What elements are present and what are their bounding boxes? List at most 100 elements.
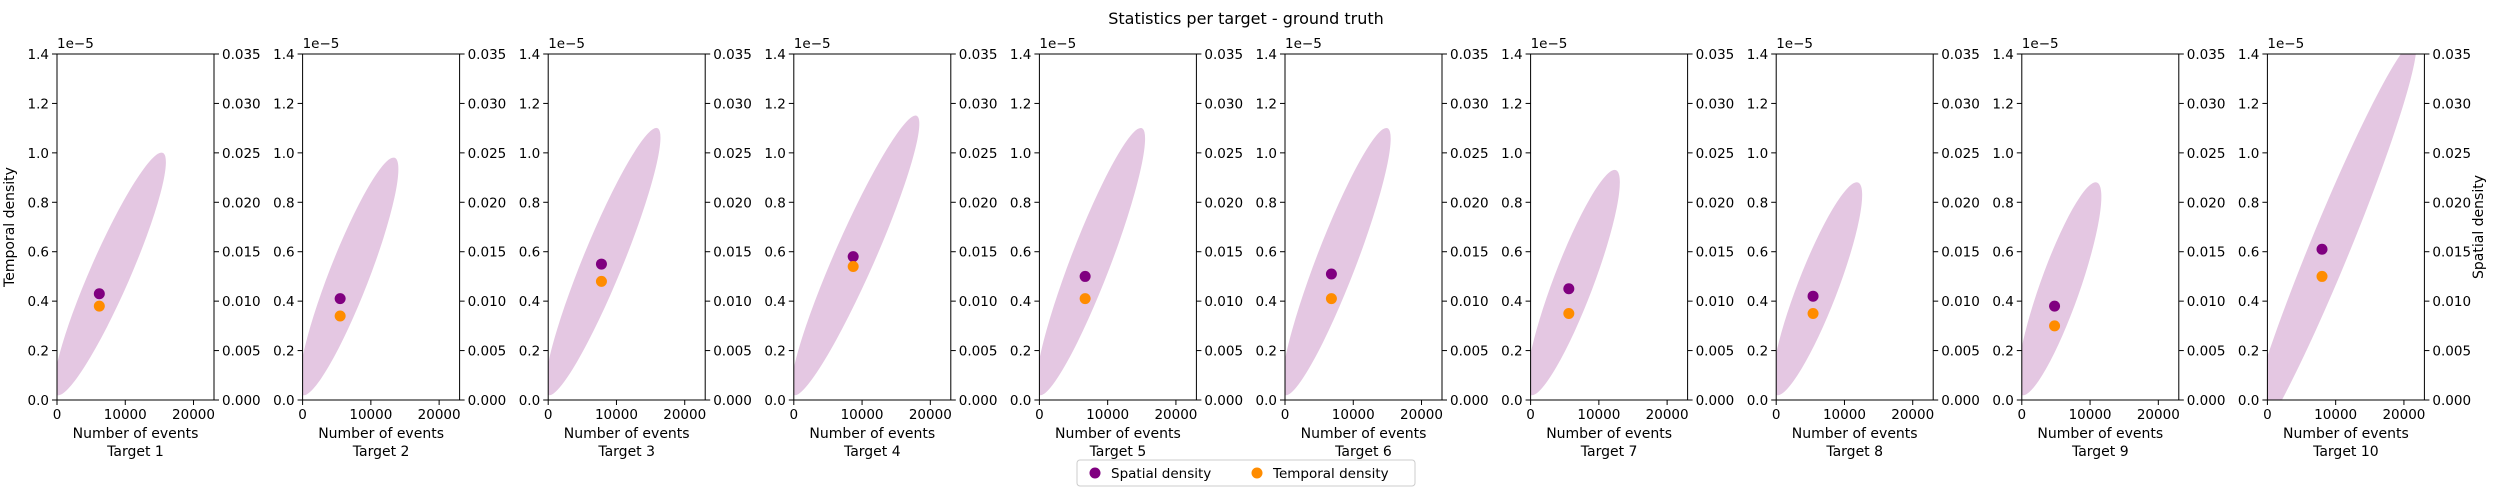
confidence-ellipse	[1776, 182, 1863, 396]
right-y-tick-label: 0.020	[2432, 195, 2471, 211]
left-y-tick-label: 0.8	[2238, 195, 2259, 211]
axes-frame	[1284, 53, 1443, 401]
temporal-density-point	[1807, 308, 1819, 319]
right-y-tick-label: 0.005	[1941, 344, 1980, 360]
right-y-tick-label: 0.025	[1696, 146, 1735, 162]
x-tick-label: 20000	[2137, 407, 2180, 423]
x-tick-label: 10000	[1086, 407, 1129, 423]
left-y-tick-label: 0.6	[1501, 245, 1522, 261]
right-y-tick-label: 0.000	[2187, 393, 2226, 409]
x-tick-label: 20000	[172, 407, 215, 423]
left-y-tick-label: 0.8	[1256, 195, 1277, 211]
x-tick-label: 10000	[595, 407, 638, 423]
right-y-tick-label: 0.010	[1204, 294, 1243, 310]
x-tick-label: 10000	[1332, 407, 1375, 423]
left-y-tick-label: 0.4	[1747, 294, 1768, 310]
x-axis-label: Number of events	[564, 426, 690, 442]
right-y-tick-label: 0.035	[468, 47, 507, 63]
x-tick-label: 10000	[1823, 407, 1866, 423]
left-y-tick-label: 0.2	[519, 344, 540, 360]
left-y-tick-label: 1.2	[28, 96, 49, 112]
right-y-tick-label: 0.020	[959, 195, 998, 211]
right-y-tick-label: 0.030	[713, 96, 752, 112]
right-y-tick-label: 0.005	[2432, 344, 2471, 360]
left-y-tick-label: 1.4	[519, 47, 540, 63]
left-y-tick-label: 0.0	[764, 393, 785, 409]
x-tick-label: 10000	[841, 407, 884, 423]
x-tick-label: 20000	[2382, 407, 2425, 423]
spatial-density-point	[2316, 243, 2328, 255]
target-label: Target 9	[2071, 444, 2129, 460]
x-tick-label: 0	[1772, 407, 1781, 423]
left-y-tick-label: 1.4	[1747, 47, 1768, 63]
left-y-tick-label: 1.4	[1992, 47, 2013, 63]
right-y-tick-label: 0.005	[2187, 344, 2226, 360]
temporal-density-point	[595, 275, 607, 287]
temporal-density-point	[2049, 320, 2061, 332]
axes-frame	[793, 53, 952, 401]
right-y-tick-label: 0.000	[713, 393, 752, 409]
left-y-tick-label: 0.0	[1010, 393, 1031, 409]
target-label: Target 10	[2312, 444, 2379, 460]
right-y-tick-label: 0.025	[1450, 146, 1489, 162]
right-y-tick-label: 0.015	[2432, 245, 2471, 261]
x-tick-label: 20000	[1154, 407, 1197, 423]
left-y-tick-label: 0.6	[1010, 245, 1031, 261]
left-y-tick-label: 1.0	[764, 146, 785, 162]
right-y-tick-label: 0.020	[1696, 195, 1735, 211]
left-y-tick-label: 0.6	[1256, 245, 1277, 261]
left-y-offset-label: 1e−5	[1039, 36, 1076, 52]
right-y-tick-label: 0.035	[2187, 47, 2226, 63]
right-y-tick-label: 0.035	[1941, 47, 1980, 63]
x-tick-label: 0	[1526, 407, 1535, 423]
right-y-tick-label: 0.005	[713, 344, 752, 360]
x-tick-label: 10000	[104, 407, 147, 423]
temporal-density-point	[1079, 293, 1091, 305]
axes-frame	[302, 53, 461, 401]
left-y-tick-label: 1.2	[1747, 96, 1768, 112]
left-y-tick-label: 0.4	[2238, 294, 2259, 310]
x-tick-label: 20000	[663, 407, 706, 423]
x-tick-label: 0	[2263, 407, 2272, 423]
left-y-tick-label: 0.0	[519, 393, 540, 409]
left-y-tick-label: 1.2	[2238, 96, 2259, 112]
left-y-offset-label: 1e−5	[57, 36, 94, 52]
left-y-tick-label: 0.6	[519, 245, 540, 261]
spatial-density-point	[2049, 300, 2061, 312]
x-tick-label: 10000	[2069, 407, 2112, 423]
axes-frame	[547, 53, 706, 401]
confidence-ellipse	[1530, 169, 1620, 396]
legend-marker	[1089, 467, 1101, 479]
spatial-density-point	[595, 258, 607, 270]
x-axis-label: Number of events	[318, 426, 444, 442]
confidence-ellipse	[2021, 182, 2102, 396]
right-y-tick-label: 0.035	[713, 47, 752, 63]
right-y-tick-label: 0.015	[1204, 245, 1243, 261]
target-label: Target 8	[1825, 444, 1883, 460]
left-y-tick-label: 0.6	[1747, 245, 1768, 261]
axes-frame	[1530, 53, 1689, 401]
left-y-tick-label: 0.4	[1501, 294, 1522, 310]
right-y-tick-label: 0.000	[468, 393, 507, 409]
left-y-tick-label: 0.0	[273, 393, 294, 409]
spatial-density-point	[1563, 283, 1575, 295]
temporal-density-point	[1563, 308, 1575, 319]
left-y-tick-label: 1.4	[1010, 47, 1031, 63]
left-y-tick-label: 0.4	[1992, 294, 2013, 310]
left-y-tick-label: 0.2	[764, 344, 785, 360]
left-y-tick-label: 1.0	[2238, 146, 2259, 162]
right-y-tick-label: 0.030	[1450, 96, 1489, 112]
right-y-tick-label: 0.020	[1204, 195, 1243, 211]
left-y-tick-label: 0.4	[1010, 294, 1031, 310]
x-tick-label: 20000	[909, 407, 952, 423]
legend-marker	[1251, 467, 1263, 479]
left-y-tick-label: 0.4	[519, 294, 540, 310]
left-y-tick-label: 0.8	[1010, 195, 1031, 211]
axes-frame	[2266, 53, 2425, 401]
left-y-tick-label: 0.6	[273, 245, 294, 261]
x-tick-label: 0	[53, 407, 62, 423]
right-y-tick-label: 0.025	[1204, 146, 1243, 162]
right-y-tick-label: 0.010	[713, 294, 752, 310]
x-axis-label: Number of events	[1301, 426, 1427, 442]
